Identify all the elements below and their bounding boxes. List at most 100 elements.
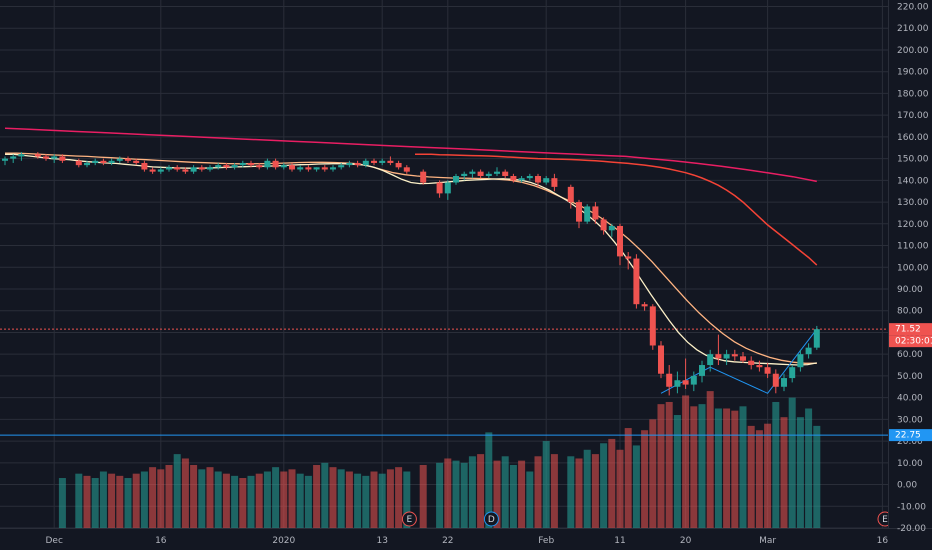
price-tick-label: 100.00	[897, 263, 929, 273]
volume-bar	[345, 471, 353, 528]
candle-body	[485, 173, 492, 176]
volume-bar	[739, 406, 747, 528]
candle-body	[813, 329, 820, 348]
candle-body	[280, 165, 287, 168]
time-tick-label[interactable]: 2020	[272, 536, 295, 546]
candle-body	[198, 167, 205, 170]
volume-bar	[682, 395, 690, 528]
candle-body	[600, 219, 607, 231]
event-marker-e[interactable]: E	[401, 511, 417, 527]
volume-bar	[181, 458, 189, 528]
volume-bar	[575, 458, 583, 528]
volume-bar	[214, 471, 222, 528]
event-marker-circle[interactable]	[483, 511, 499, 527]
candle-body	[116, 158, 123, 161]
candle-body	[666, 373, 673, 387]
candle-body	[174, 167, 181, 170]
candle-body	[354, 162, 361, 166]
time-tick-label[interactable]: Feb	[538, 536, 554, 546]
event-marker-letter[interactable]: D	[488, 515, 495, 525]
volume-bar	[255, 473, 263, 528]
countdown-badge-text: 02:30:01	[895, 337, 932, 347]
countdown-badge-bg	[889, 335, 932, 348]
candle-body	[297, 167, 304, 170]
volume-bar	[280, 471, 288, 528]
volume-bar	[149, 467, 157, 528]
volume-bar	[198, 469, 206, 528]
price-tick-label: -20.00	[897, 524, 926, 534]
volume-bar	[641, 430, 649, 528]
time-tick-label[interactable]: 16	[155, 536, 167, 546]
candle-body	[510, 176, 517, 181]
price-tick-label: 130.00	[897, 198, 929, 208]
price-tick-label: -10.00	[897, 502, 926, 512]
candle-body	[362, 160, 369, 166]
candles	[2, 152, 820, 396]
candle-body	[420, 171, 427, 183]
candle-body	[707, 354, 714, 366]
candle-body	[469, 171, 476, 174]
candle-body	[223, 165, 230, 168]
price-tick-label: 10.00	[897, 459, 923, 469]
price-axis-panel[interactable]	[889, 0, 932, 550]
volume-bar	[108, 473, 116, 528]
volume-bar	[231, 475, 239, 528]
candle-body	[75, 160, 82, 166]
volume-bar	[173, 454, 181, 528]
candle-body	[108, 160, 115, 163]
volume-bar	[526, 471, 534, 528]
candle-body	[239, 162, 246, 166]
time-axis-ticks[interactable]: Dec1620201322Feb1120Mar1624Apr1321	[45, 536, 932, 546]
level-badge-text: 22.75	[895, 431, 921, 441]
volume-bar	[698, 404, 706, 528]
volume-bar	[452, 460, 460, 528]
volume-bar	[493, 460, 501, 528]
time-tick-label[interactable]: 16	[877, 536, 889, 546]
volume-bar	[616, 449, 624, 528]
volume-bar	[755, 430, 763, 528]
volume-bar	[263, 471, 271, 528]
ma-short-line	[5, 153, 817, 366]
time-tick-label[interactable]: Dec	[45, 536, 62, 546]
candle-body	[149, 169, 156, 172]
time-tick-label[interactable]: 20	[680, 536, 692, 546]
time-tick-label[interactable]: 11	[614, 536, 625, 546]
price-tick-label: 140.00	[897, 176, 929, 186]
volume-bar	[649, 419, 657, 528]
event-marker-d[interactable]: D	[483, 511, 499, 527]
volume-bar	[772, 401, 780, 528]
volume-bar	[591, 454, 599, 528]
candle-body	[313, 167, 320, 170]
event-marker-circle[interactable]	[401, 511, 417, 527]
candle-body	[436, 182, 443, 194]
ma-mid-line	[5, 152, 817, 364]
candle-body	[272, 160, 279, 168]
candle-body	[526, 176, 533, 179]
volume-bar	[796, 417, 804, 528]
volume-bar	[518, 460, 526, 528]
volume-bar	[436, 462, 444, 528]
volume-bar	[723, 408, 731, 528]
price-tick-label: 110.00	[897, 242, 929, 252]
candle-body	[731, 354, 738, 357]
candle-body	[133, 160, 140, 163]
volume-bar	[378, 473, 386, 528]
price-tick-label: 20.00	[897, 437, 923, 447]
candle-body	[584, 206, 591, 222]
time-tick-label[interactable]: Mar	[759, 536, 776, 546]
volume-bar	[370, 471, 378, 528]
volume-bar	[690, 406, 698, 528]
volume-bar	[321, 462, 329, 528]
candle-body	[264, 160, 271, 168]
candle-body	[157, 169, 164, 172]
event-marker-letter[interactable]: E	[407, 515, 413, 525]
candle-body	[641, 304, 648, 307]
event-marker-letter[interactable]: E	[882, 515, 888, 525]
volume-bar	[706, 391, 714, 528]
volume-bar	[788, 397, 796, 528]
time-tick-label[interactable]: 22	[442, 536, 453, 546]
volume-bar	[304, 475, 312, 528]
time-tick-label[interactable]: 13	[376, 536, 387, 546]
